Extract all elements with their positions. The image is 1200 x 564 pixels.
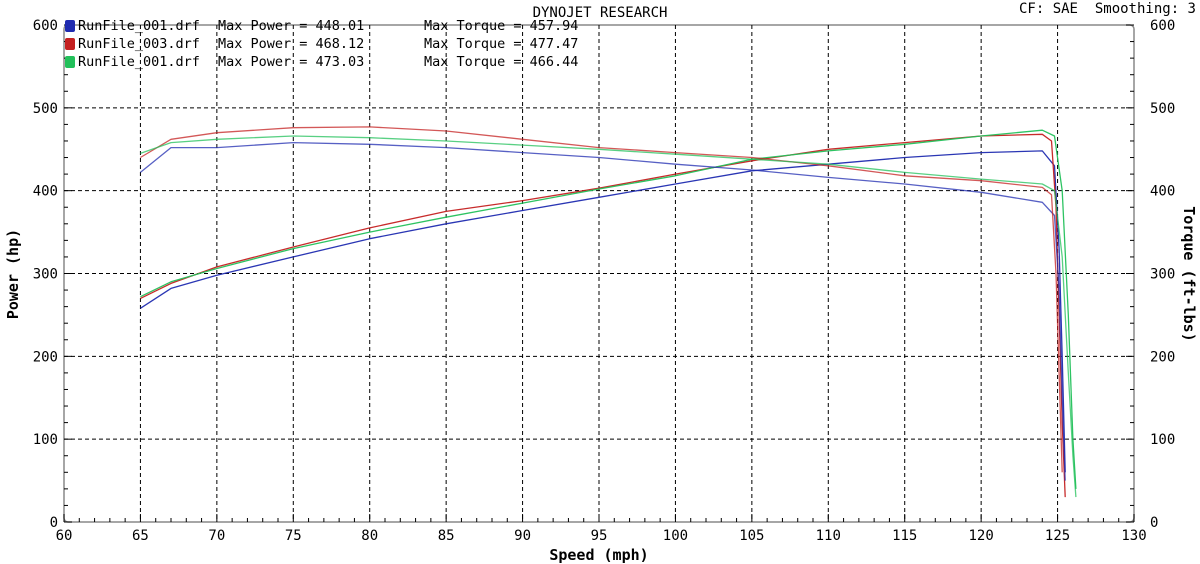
data-series bbox=[139, 126, 1077, 498]
y2-tick-label: 100 bbox=[1150, 432, 1175, 448]
x-tick-label: 100 bbox=[663, 528, 688, 544]
y-tick-label: 0 bbox=[50, 515, 58, 531]
y2-tick-label: 200 bbox=[1150, 349, 1175, 365]
y2-axis-label: Torque (ft-lbs) bbox=[1180, 206, 1198, 341]
chart-title: DYNOJET RESEARCH bbox=[533, 5, 668, 21]
x-tick-label: 110 bbox=[816, 528, 841, 544]
series-line-torque bbox=[140, 135, 1077, 498]
x-tick-label: 120 bbox=[968, 528, 993, 544]
x-tick-label: 60 bbox=[56, 528, 73, 544]
x-tick-label: 85 bbox=[438, 528, 455, 544]
y-tick-label: 200 bbox=[33, 349, 58, 365]
x-tick-label: 70 bbox=[208, 528, 225, 544]
settings-label: CF: SAE Smoothing: 3 bbox=[1019, 1, 1196, 17]
y2-tick-label: 0 bbox=[1150, 515, 1158, 531]
legend-power: Max Power = 468.12 bbox=[218, 36, 364, 52]
y-tick-label: 600 bbox=[33, 18, 58, 34]
legend: RunFile_001.drf Max Power = 448.01 Max T… bbox=[65, 18, 578, 70]
legend-item: RunFile_001.drf Max Power = 448.01 Max T… bbox=[65, 18, 578, 34]
legend-file: RunFile_001.drf bbox=[78, 54, 200, 70]
y2-tick-label: 400 bbox=[1150, 184, 1175, 200]
legend-file: RunFile_003.drf bbox=[78, 36, 200, 52]
x-tick-label: 65 bbox=[132, 528, 149, 544]
legend-power: Max Power = 473.03 bbox=[218, 54, 364, 70]
series-line-power bbox=[140, 150, 1066, 473]
x-axis-label: Speed (mph) bbox=[549, 546, 648, 564]
x-tick-label: 95 bbox=[591, 528, 608, 544]
y2-tick-labels: 0 100 200 300 400 500 600 bbox=[1150, 18, 1175, 531]
y-axis-label: Power (hp) bbox=[4, 229, 22, 319]
legend-swatch bbox=[65, 20, 75, 32]
x-tick-label: 90 bbox=[514, 528, 531, 544]
y-tick-label: 500 bbox=[33, 101, 58, 117]
x-tick-labels: 60 65 70 75 80 85 90 95 100 105 110 115 120 125 130 bbox=[56, 528, 1147, 544]
x-tick-label: 125 bbox=[1045, 528, 1070, 544]
y-tick-labels: 0 100 200 300 400 500 600 bbox=[33, 18, 58, 531]
legend-file: RunFile_001.drf bbox=[78, 18, 200, 34]
legend-power: Max Power = 448.01 bbox=[218, 18, 364, 34]
legend-item: RunFile_001.drf Max Power = 473.03 Max T… bbox=[65, 54, 578, 70]
y-tick-label: 100 bbox=[33, 432, 58, 448]
legend-torque: Max Torque = 477.47 bbox=[424, 36, 578, 52]
legend-torque: Max Torque = 466.44 bbox=[424, 54, 578, 70]
legend-swatch bbox=[65, 38, 75, 50]
y-tick-label: 400 bbox=[33, 184, 58, 200]
x-tick-label: 75 bbox=[285, 528, 302, 544]
legend-swatch bbox=[65, 56, 75, 68]
x-tick-label: 80 bbox=[361, 528, 378, 544]
y2-tick-label: 500 bbox=[1150, 101, 1175, 117]
series-line-torque bbox=[139, 141, 1066, 481]
y2-tick-label: 600 bbox=[1150, 18, 1175, 34]
x-tick-label: 130 bbox=[1121, 528, 1146, 544]
x-tick-label: 105 bbox=[739, 528, 764, 544]
x-tick-label: 115 bbox=[892, 528, 917, 544]
series-line-torque bbox=[140, 126, 1063, 473]
legend-item: RunFile_003.drf Max Power = 468.12 Max T… bbox=[65, 36, 578, 52]
y2-tick-label: 300 bbox=[1150, 267, 1175, 283]
y-tick-label: 300 bbox=[33, 267, 58, 283]
legend-torque: Max Torque = 457.94 bbox=[424, 18, 578, 34]
